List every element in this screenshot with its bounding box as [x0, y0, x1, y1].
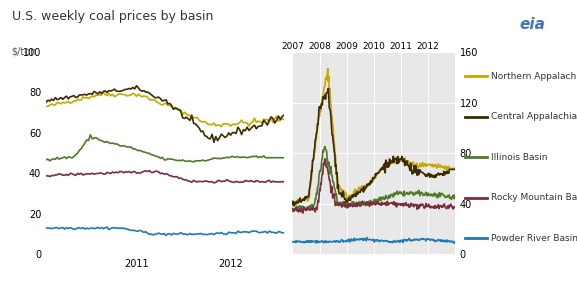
Text: Powder River Basin: Powder River Basin: [491, 234, 577, 243]
Text: Rocky Mountain Basin: Rocky Mountain Basin: [491, 193, 577, 202]
Text: eia: eia: [519, 17, 545, 32]
Text: Central Appalachian Basin: Central Appalachian Basin: [491, 112, 577, 121]
Text: Northern Appalachian Basin: Northern Appalachian Basin: [491, 72, 577, 81]
Text: Illinois Basin: Illinois Basin: [491, 153, 548, 162]
Text: U.S. weekly coal prices by basin: U.S. weekly coal prices by basin: [12, 10, 213, 23]
Text: $/ton: $/ton: [12, 46, 37, 56]
